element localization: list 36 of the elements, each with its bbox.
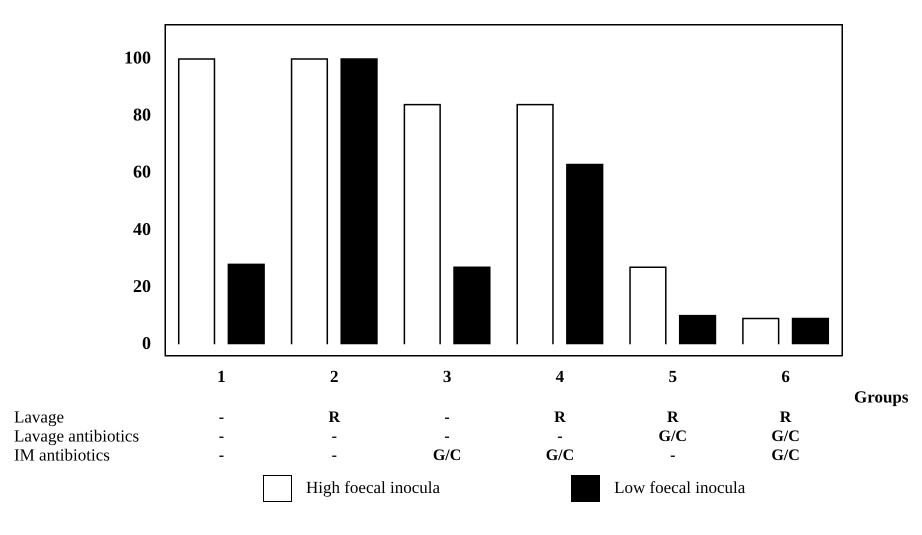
- text: -: [218, 409, 224, 426]
- text: -: [670, 447, 676, 464]
- x-tick-label: 4: [556, 367, 565, 386]
- text: R: [554, 409, 566, 426]
- text: G/C: [658, 428, 687, 446]
- x-tick-label: 3: [442, 367, 452, 386]
- y-tick-label: 80: [133, 104, 151, 125]
- text: Lavage antibiotics: [14, 426, 140, 446]
- text: -: [557, 428, 563, 446]
- x-tick-label: 1: [217, 367, 226, 386]
- legend-label: High foecal inocula: [306, 478, 440, 498]
- x-axis-title: Groups: [854, 387, 909, 406]
- text: R: [666, 409, 679, 426]
- text: IM antibiotics: [14, 445, 110, 464]
- text: -: [332, 447, 337, 464]
- text: -: [332, 428, 337, 446]
- text: G/C: [546, 447, 574, 464]
- text: -: [218, 447, 224, 464]
- text: -: [444, 409, 450, 426]
- text: R: [328, 409, 340, 426]
- y-tick-label: 0: [142, 332, 151, 353]
- y-tick-label: 40: [133, 218, 151, 239]
- y-tick-label: 20: [133, 276, 151, 296]
- text: G/C: [771, 447, 800, 464]
- x-tick-label: 6: [781, 367, 790, 386]
- y-tick-label: 60: [133, 162, 151, 182]
- text: R: [780, 409, 792, 426]
- y-tick-label: 100: [124, 48, 151, 68]
- text: Lavage: [14, 407, 64, 426]
- x-tick-label: 5: [668, 367, 677, 386]
- x-tick-label: 2: [330, 367, 338, 386]
- text: G/C: [771, 428, 800, 446]
- text: -: [444, 428, 450, 446]
- text: -: [218, 428, 224, 446]
- text: G/C: [432, 447, 462, 464]
- legend-label: Low foecal inocula: [614, 478, 746, 498]
